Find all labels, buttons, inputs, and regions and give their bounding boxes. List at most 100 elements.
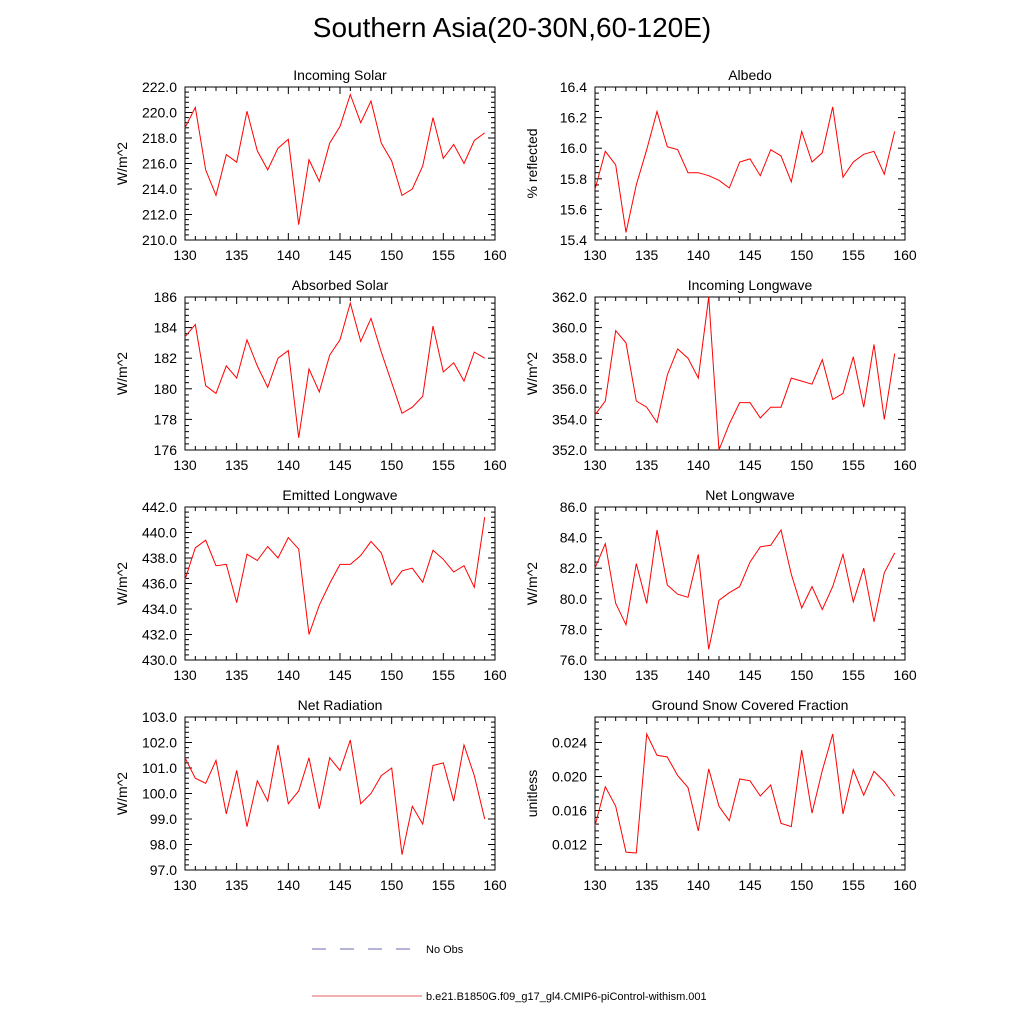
series-line	[594, 528, 896, 650]
y-axis-label: W/m^2	[114, 352, 130, 395]
x-tick-label: 150	[380, 667, 404, 683]
y-axis-label: W/m^2	[114, 142, 130, 185]
x-tick-label: 145	[328, 457, 352, 473]
x-tick-label: 145	[738, 877, 762, 893]
plot-frame	[184, 86, 496, 241]
x-tick-label: 150	[790, 247, 814, 263]
series-line	[184, 301, 485, 438]
y-tick-label: 15.8	[560, 171, 587, 187]
y-tick-label: 78.0	[560, 621, 587, 637]
y-tick-label: 216.0	[142, 156, 177, 172]
x-tick-label: 130	[173, 667, 197, 683]
y-tick-label: 100.0	[142, 786, 177, 802]
x-tick-label: 160	[893, 877, 917, 893]
panel-title: Incoming Longwave	[688, 277, 813, 293]
y-tick-label: 176	[154, 442, 178, 458]
x-tick-label: 145	[328, 877, 352, 893]
x-tick-label: 130	[173, 877, 197, 893]
plot-frame	[594, 86, 906, 241]
x-tick-label: 145	[738, 247, 762, 263]
x-tick-label: 130	[173, 247, 197, 263]
y-tick-label: 436.0	[142, 576, 177, 592]
plot-frame	[594, 296, 906, 451]
x-tick-label: 140	[687, 247, 711, 263]
x-tick-label: 135	[635, 877, 659, 893]
x-tick-label: 140	[277, 457, 301, 473]
y-tick-label: 358.0	[552, 350, 587, 366]
x-tick-label: 135	[225, 877, 249, 893]
x-tick-label: 150	[790, 877, 814, 893]
x-tick-label: 155	[432, 247, 456, 263]
x-tick-label: 155	[842, 247, 866, 263]
y-tick-label: 101.0	[142, 760, 177, 776]
y-tick-label: 0.016	[552, 803, 587, 819]
x-tick-label: 160	[483, 877, 507, 893]
chart-panel: Absorbed Solar W/m^2 130 135 140 145 150 155 160…	[114, 277, 507, 473]
x-tick-label: 145	[738, 457, 762, 473]
y-tick-label: 360.0	[552, 320, 587, 336]
y-tick-label: 214.0	[142, 181, 177, 197]
panel-title: Net Radiation	[298, 697, 383, 713]
y-tick-label: 442.0	[142, 499, 177, 515]
y-tick-label: 97.0	[150, 862, 177, 878]
chart-panel: Incoming Solar W/m^2 130 135 140 145 150 155 160…	[114, 67, 507, 263]
legend-label-model: b.e21.B1850G.f09_g17_gl4.CMIP6-piControl…	[426, 991, 707, 1003]
x-tick-label: 135	[635, 457, 659, 473]
y-tick-label: 178	[154, 411, 178, 427]
y-tick-label: 180	[154, 381, 178, 397]
chart-panel: Incoming Longwave W/m^2 130 135 140 145 150 155…	[524, 277, 917, 473]
y-tick-label: 352.0	[552, 442, 587, 458]
y-tick-label: 440.0	[142, 525, 177, 541]
y-tick-label: 15.6	[560, 201, 587, 217]
y-tick-label: 434.0	[142, 601, 177, 617]
x-tick-label: 145	[328, 667, 352, 683]
x-tick-label: 130	[583, 247, 607, 263]
panel-title: Albedo	[728, 67, 772, 83]
y-tick-label: 98.0	[150, 837, 177, 853]
y-axis-label: % reflected	[524, 128, 540, 198]
x-tick-label: 160	[483, 457, 507, 473]
y-tick-label: 0.020	[552, 769, 587, 785]
x-tick-label: 160	[893, 667, 917, 683]
x-tick-label: 155	[842, 877, 866, 893]
series-line	[184, 739, 486, 855]
panel-title: Emitted Longwave	[282, 487, 397, 503]
y-tick-label: 220.0	[142, 105, 177, 121]
y-tick-label: 432.0	[142, 627, 177, 643]
y-tick-label: 82.0	[560, 560, 587, 576]
panel-title: Ground Snow Covered Fraction	[652, 697, 849, 713]
x-tick-label: 155	[432, 667, 456, 683]
series-line	[594, 732, 896, 854]
y-tick-label: 356.0	[552, 381, 587, 397]
y-tick-label: 362.0	[552, 289, 587, 305]
panel-title: Absorbed Solar	[292, 277, 389, 293]
legend-label-no-obs: No Obs	[426, 944, 464, 956]
x-tick-label: 150	[380, 247, 404, 263]
y-tick-label: 210.0	[142, 232, 177, 248]
x-tick-label: 155	[842, 667, 866, 683]
y-axis-label: W/m^2	[114, 562, 130, 605]
chart-panel: Emitted Longwave W/m^2 130 135 140 145 150 155 1…	[114, 487, 507, 683]
panel-title: Incoming Solar	[293, 67, 387, 83]
series-line	[184, 93, 485, 225]
y-tick-label: 16.2	[560, 110, 587, 126]
x-tick-label: 140	[277, 877, 301, 893]
y-axis-label: W/m^2	[524, 352, 540, 395]
x-tick-label: 130	[583, 877, 607, 893]
x-tick-label: 155	[432, 457, 456, 473]
x-tick-label: 150	[380, 877, 404, 893]
series-line	[184, 517, 486, 635]
x-tick-label: 130	[583, 457, 607, 473]
x-tick-label: 135	[635, 667, 659, 683]
x-tick-label: 160	[483, 667, 507, 683]
page-title: Southern Asia(20-30N,60-120E)	[312, 12, 712, 43]
legend: No Obs b.e21.B1850G.f09_g17_gl4.CMIP6-piC…	[312, 944, 707, 1003]
x-tick-label: 145	[738, 667, 762, 683]
x-tick-label: 135	[225, 667, 249, 683]
x-tick-label: 150	[380, 457, 404, 473]
y-tick-label: 0.012	[552, 837, 587, 853]
y-tick-label: 184	[154, 320, 178, 336]
x-tick-label: 150	[790, 667, 814, 683]
y-tick-label: 430.0	[142, 652, 177, 668]
